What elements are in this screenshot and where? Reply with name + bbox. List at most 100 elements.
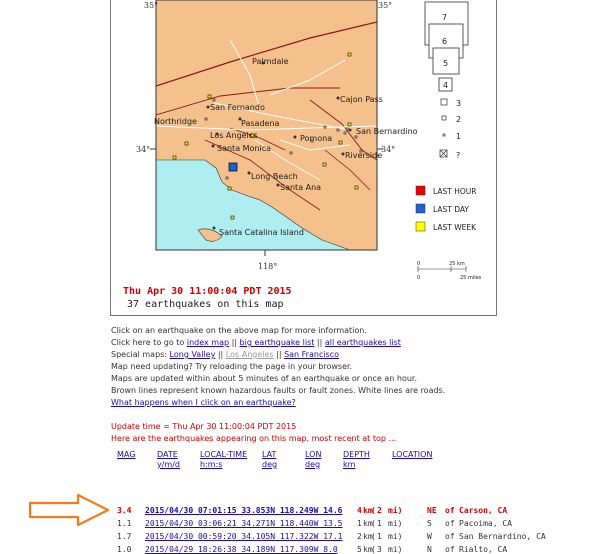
- distance-km: 2: [357, 532, 362, 541]
- separator: ||: [215, 350, 226, 359]
- what-happens-link[interactable]: What happens when I click on an earthqua…: [111, 398, 296, 407]
- quake-marker-last-week[interactable]: [250, 133, 255, 138]
- header-date[interactable]: DATE y/m/d: [157, 450, 180, 470]
- mag: 1.0: [117, 545, 132, 554]
- last-week-label: LAST WEEK: [433, 223, 477, 232]
- mag: 1.7: [117, 532, 132, 541]
- san-francisco-link[interactable]: San Francisco: [284, 350, 340, 359]
- city-santa-monica: Santa Monica: [217, 144, 271, 153]
- index-map-link[interactable]: index map: [186, 338, 230, 347]
- los-angeles-link[interactable]: Los Angeles: [225, 350, 274, 359]
- long-valley-link[interactable]: Long Valley: [169, 350, 216, 359]
- quake-marker[interactable]: [323, 125, 327, 129]
- quake-marker[interactable]: [310, 139, 314, 143]
- city-dot: [276, 183, 280, 187]
- caption-time: Thu Apr 30 11:00:04 PDT 2015: [123, 286, 292, 297]
- mag-6-label: 6: [442, 37, 447, 46]
- info-line-2: Click here to go to index map || big ear…: [111, 337, 445, 349]
- quake-marker-last-week[interactable]: [338, 140, 343, 145]
- header-lon[interactable]: LON deg: [305, 450, 321, 470]
- header-local-time-unit: h:m:s: [200, 460, 223, 469]
- mag-4-box: [438, 77, 453, 92]
- quake-marker-last-week[interactable]: [347, 122, 352, 127]
- location: Carson, CA: [459, 506, 508, 515]
- direction: NE: [427, 506, 437, 515]
- header-local-time-label: LOCAL-TIME: [200, 450, 248, 459]
- mag-7-label: 7: [442, 13, 447, 22]
- quake-marker[interactable]: [354, 135, 358, 139]
- unit-km: km: [363, 545, 373, 554]
- quake-link[interactable]: 2015/04/29 18:26:38 34.189N 117.309W 8.0: [145, 545, 338, 554]
- quake-marker-last-week[interactable]: [172, 155, 177, 160]
- last-hour-swatch: [415, 185, 426, 196]
- header-lon-unit: deg: [305, 460, 321, 469]
- city-dot: [215, 132, 219, 136]
- road: [213, 102, 351, 131]
- city-pasadena: Pasadena: [241, 119, 280, 128]
- mag-3-label: 3: [456, 99, 461, 108]
- header-local-time[interactable]: LOCAL-TIME h:m:s: [200, 450, 247, 470]
- city-dot: [206, 105, 210, 109]
- road: [254, 139, 321, 181]
- header-lat[interactable]: LAT deg: [262, 450, 277, 470]
- paren: (: [371, 506, 376, 515]
- quake-marker-last-week[interactable]: [347, 52, 352, 57]
- city-los-angeles: Los Angeles: [210, 131, 258, 140]
- quake-marker-last-week[interactable]: [322, 162, 327, 167]
- quake-marker[interactable]: [225, 176, 229, 180]
- city-dot: [211, 144, 215, 148]
- header-depth-label: DEPTH: [343, 450, 370, 459]
- quake-marker[interactable]: [289, 151, 293, 155]
- city-palmdale: Palmdale: [252, 57, 289, 66]
- direction: N: [427, 545, 432, 554]
- fault-line: [324, 149, 371, 191]
- quake-marker-last-week[interactable]: [227, 186, 232, 191]
- city-northridge: Northridge: [154, 117, 197, 126]
- header-date-label: DATE: [157, 450, 178, 459]
- road: [156, 125, 377, 131]
- quake-link[interactable]: 2015/04/30 03:06:21 34.271N 118.440W 13.…: [145, 519, 343, 528]
- quake-marker[interactable]: [345, 127, 349, 131]
- quake-link[interactable]: 2015/04/30 07:01:15 33.853N 118.249W 14.…: [145, 506, 343, 515]
- quake-marker[interactable]: [336, 128, 340, 132]
- quake-marker-last-week[interactable]: [184, 141, 189, 146]
- quake-link[interactable]: 2015/04/30 00:59:20 34.105N 117.322W 17.…: [145, 532, 343, 541]
- road: [269, 59, 346, 96]
- mag-1-box: [442, 133, 446, 137]
- city-san-bernardino: San Bernardino: [356, 127, 418, 136]
- big-earthquake-list-link[interactable]: big earthquake list: [239, 338, 315, 347]
- catalina-island: [197, 228, 223, 242]
- header-mag[interactable]: MAG: [117, 450, 135, 460]
- city-dot: [348, 128, 352, 132]
- lat-top-left: 35°: [144, 1, 158, 10]
- info-line-2-text: Click here to go to: [111, 338, 187, 347]
- caption-count: 37 earthquakes on this map: [127, 299, 284, 310]
- header-depth[interactable]: DEPTH km: [343, 450, 370, 470]
- city-dot: [341, 152, 345, 156]
- separator: ||: [314, 338, 325, 347]
- all-earthquakes-list-link[interactable]: all earthquakes list: [324, 338, 401, 347]
- direction: W: [427, 532, 432, 541]
- mag-5-label: 5: [443, 59, 448, 68]
- unit-km: km: [363, 519, 373, 528]
- unit-mi: mi): [388, 519, 403, 528]
- quake-marker[interactable]: [343, 131, 347, 135]
- city-dot: [293, 135, 297, 139]
- quake-marker-last-week[interactable]: [354, 185, 359, 190]
- quake-marker-last-week[interactable]: [230, 215, 235, 220]
- update-time: Update time = Thu Apr 30 11:00:04 PDT 20…: [111, 422, 297, 431]
- separator: ||: [229, 338, 240, 347]
- quake-marker[interactable]: [204, 117, 208, 121]
- header-location[interactable]: LOCATION: [392, 450, 432, 460]
- earthquake-map[interactable]: 35° 35° 34° 34° 118° Palmdale San Fernan…: [110, 0, 495, 315]
- quake-marker[interactable]: [212, 98, 216, 102]
- quake-markers[interactable]: [172, 52, 363, 220]
- city-santa-catalina-island: Santa Catalina Island: [219, 228, 304, 237]
- mag-2-box: [441, 115, 447, 121]
- quake-marker-last-week[interactable]: [207, 94, 212, 99]
- road: [279, 139, 351, 151]
- header-lon-label: LON: [305, 450, 322, 459]
- city-dot: [336, 96, 340, 100]
- quake-marker[interactable]: [359, 149, 363, 153]
- quake-marker-last-day[interactable]: [228, 162, 238, 172]
